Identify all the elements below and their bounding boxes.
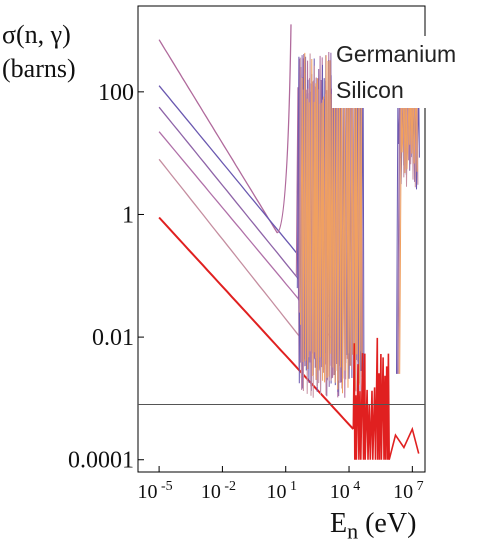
x-tick-label: 10 1 <box>266 479 297 503</box>
y-axis-label-line2: (barns) <box>2 54 76 83</box>
x-axis-label-subscript: n <box>347 518 359 544</box>
y-axis-label: σ(n, γ) (barns) <box>2 18 76 86</box>
x-tick-label: 10 -5 <box>138 479 173 503</box>
legend-item-germanium: Germanium <box>336 41 457 67</box>
legend-item-silicon: Silicon <box>336 77 404 103</box>
x-axis-label-unit: (eV) <box>358 508 417 539</box>
x-tick-label: 10 4 <box>330 479 361 503</box>
y-tick-label: 0.0001 <box>68 448 134 474</box>
y-axis-label-line1: σ(n, γ) <box>2 20 71 49</box>
x-axis-label-symbol: E <box>330 508 348 539</box>
y-tick-label: 0.01 <box>92 325 134 351</box>
x-tick-label: 10 -2 <box>201 479 236 503</box>
series-line-4 <box>158 158 321 363</box>
x-ticks: 10 -5 10 -2 10 1 10 4 10 7 <box>138 466 424 503</box>
legend: Germanium Silicon <box>332 36 457 108</box>
series-upturn <box>276 24 292 234</box>
y-tick-label: 1 <box>122 202 134 228</box>
plot-frame <box>137 5 426 473</box>
x-axis-label: En (eV) <box>330 508 416 545</box>
y-tick-label: 100 <box>98 80 134 106</box>
silicon-resonances <box>352 337 420 460</box>
x-tick-label: 10 7 <box>393 479 424 503</box>
y-ticks: 100 1 0.01 0.0001 <box>68 80 144 474</box>
series-line-0 <box>158 39 278 234</box>
